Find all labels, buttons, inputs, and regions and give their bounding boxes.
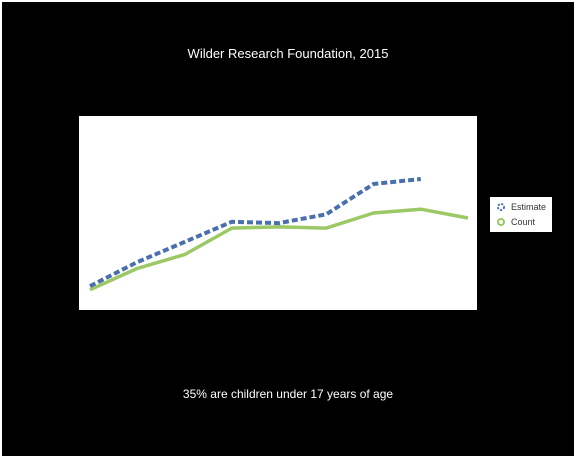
count-legend-marker — [495, 216, 507, 228]
legend-label-estimate: Estimate — [511, 202, 547, 212]
series-line-count — [89, 207, 469, 292]
chart-title: Wilder Research Foundation, 2015 — [187, 46, 389, 61]
legend-item-count: Count — [495, 215, 535, 229]
footnote: 35% are children under 17 years of age — [182, 387, 394, 401]
series-line-estimate — [89, 177, 422, 288]
legend-label-count: Count — [511, 217, 536, 227]
legend: Estimate Count — [490, 197, 552, 232]
estimate-legend-marker — [495, 201, 507, 213]
legend-item-estimate: Estimate — [495, 200, 546, 214]
line-chart — [89, 177, 469, 292]
slide-background: Wilder Research Foundation, 2015 Estimat… — [2, 2, 574, 456]
plot-area — [79, 116, 477, 310]
